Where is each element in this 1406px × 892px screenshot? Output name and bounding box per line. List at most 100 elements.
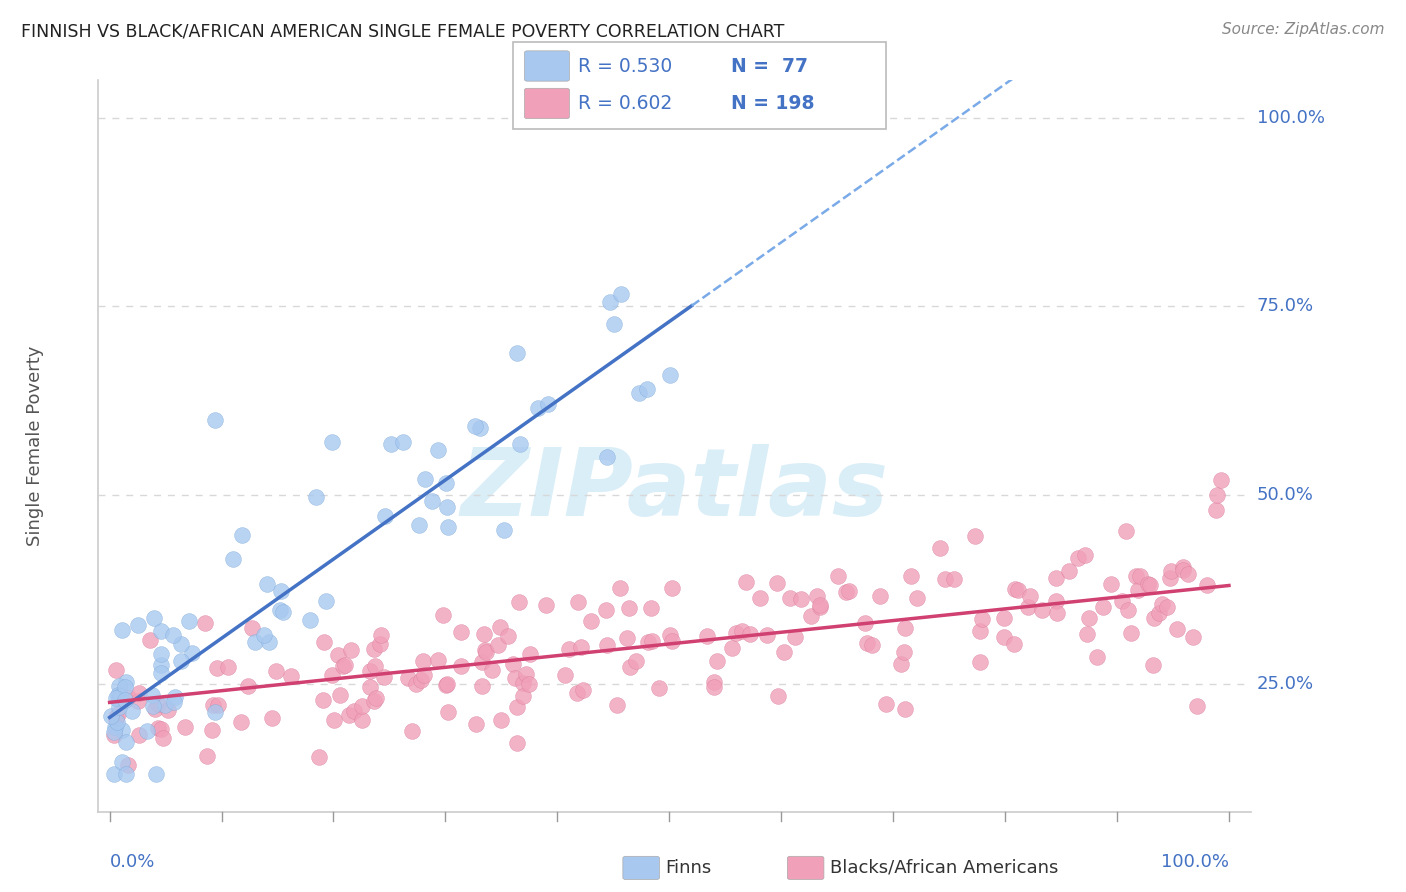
Point bbox=[1197, 578, 1219, 592]
Point bbox=[474, 627, 496, 641]
Point bbox=[512, 675, 534, 690]
Point bbox=[363, 642, 385, 657]
Point bbox=[471, 655, 494, 669]
Point bbox=[853, 615, 876, 630]
Point bbox=[1057, 564, 1080, 578]
Point bbox=[328, 648, 350, 662]
Point bbox=[596, 638, 619, 652]
Point bbox=[641, 633, 664, 648]
Point bbox=[640, 601, 662, 615]
Point bbox=[808, 600, 831, 615]
Point bbox=[366, 691, 388, 706]
Point bbox=[502, 657, 524, 671]
Point bbox=[143, 701, 166, 715]
Point bbox=[409, 673, 432, 687]
Point bbox=[1185, 699, 1208, 714]
Text: 25.0%: 25.0% bbox=[1257, 674, 1315, 692]
Point bbox=[177, 615, 200, 629]
Point bbox=[489, 620, 512, 634]
Point bbox=[486, 639, 509, 653]
Point bbox=[437, 520, 460, 534]
Point bbox=[308, 750, 330, 764]
Point bbox=[808, 599, 831, 613]
Point bbox=[152, 731, 174, 746]
Point bbox=[1160, 564, 1182, 578]
Point bbox=[1181, 631, 1204, 645]
Point bbox=[768, 689, 790, 703]
Point bbox=[323, 713, 346, 727]
Point bbox=[335, 657, 357, 672]
Point bbox=[163, 690, 186, 705]
Point bbox=[205, 661, 228, 675]
Point bbox=[115, 767, 138, 781]
Point bbox=[648, 681, 671, 695]
Point bbox=[703, 680, 725, 694]
Point bbox=[103, 767, 125, 781]
Point bbox=[142, 698, 165, 713]
Point bbox=[1173, 563, 1195, 577]
Point bbox=[204, 705, 226, 719]
Point bbox=[827, 568, 849, 582]
Point bbox=[856, 636, 879, 650]
Point bbox=[350, 698, 373, 713]
Point bbox=[606, 698, 628, 712]
Point bbox=[1125, 569, 1147, 583]
Point bbox=[1177, 567, 1199, 582]
Point bbox=[117, 690, 139, 705]
Point bbox=[893, 645, 915, 659]
Point bbox=[156, 703, 179, 717]
Point bbox=[658, 628, 681, 642]
Point bbox=[256, 577, 278, 591]
Point bbox=[900, 569, 922, 583]
Point bbox=[706, 654, 728, 668]
Point bbox=[262, 711, 284, 725]
Point bbox=[141, 688, 163, 702]
Point bbox=[1142, 658, 1164, 673]
Point bbox=[489, 713, 512, 727]
Point bbox=[434, 476, 457, 491]
Point bbox=[107, 691, 129, 706]
Point bbox=[972, 612, 994, 626]
Point bbox=[790, 591, 813, 606]
Point bbox=[1211, 473, 1233, 487]
Text: Finns: Finns bbox=[665, 859, 711, 877]
Point bbox=[603, 317, 626, 331]
Point bbox=[436, 677, 458, 691]
Point bbox=[571, 682, 593, 697]
Point bbox=[464, 716, 486, 731]
Point bbox=[773, 645, 796, 659]
Point bbox=[554, 667, 576, 681]
Point bbox=[934, 572, 956, 586]
Point bbox=[696, 629, 718, 643]
Point bbox=[471, 679, 494, 693]
Point bbox=[1099, 576, 1122, 591]
Point bbox=[207, 698, 229, 712]
Point bbox=[481, 663, 503, 677]
Text: Single Female Poverty: Single Female Poverty bbox=[25, 346, 44, 546]
Point bbox=[412, 654, 434, 668]
Point bbox=[169, 637, 191, 651]
Point bbox=[332, 658, 354, 673]
Point bbox=[368, 637, 391, 651]
Point bbox=[1019, 589, 1042, 603]
Point bbox=[508, 595, 530, 609]
Point bbox=[427, 443, 450, 458]
Point bbox=[217, 660, 239, 674]
Point bbox=[337, 708, 360, 723]
Point bbox=[350, 714, 373, 728]
Point bbox=[359, 680, 381, 694]
Point bbox=[869, 590, 891, 604]
Point bbox=[474, 643, 496, 657]
Point bbox=[567, 595, 589, 609]
Point bbox=[114, 680, 136, 694]
Point bbox=[127, 618, 149, 632]
Point bbox=[1166, 623, 1188, 637]
Point bbox=[503, 671, 526, 685]
Text: Source: ZipAtlas.com: Source: ZipAtlas.com bbox=[1222, 22, 1385, 37]
Point bbox=[558, 642, 581, 657]
Point bbox=[579, 615, 602, 629]
Point bbox=[1045, 571, 1067, 585]
Point bbox=[993, 611, 1015, 625]
Point bbox=[1147, 606, 1170, 620]
Text: N =  77: N = 77 bbox=[731, 56, 808, 76]
